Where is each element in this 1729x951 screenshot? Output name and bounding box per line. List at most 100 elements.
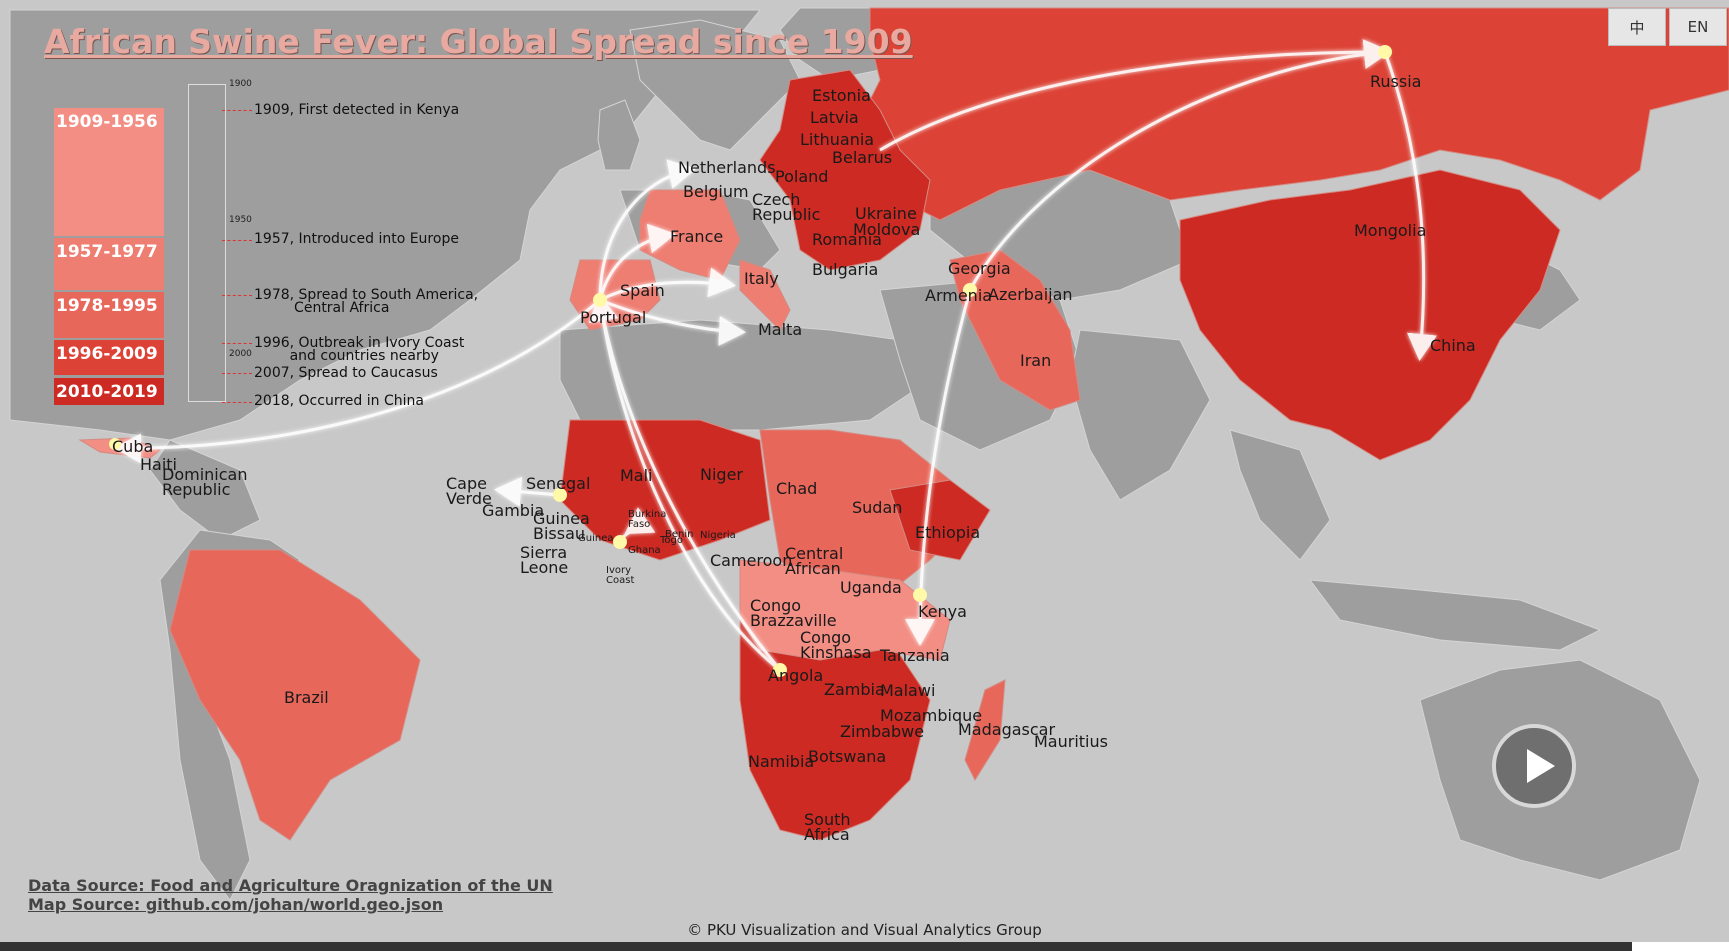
route-senegal-capeverde xyxy=(494,476,561,507)
caucasus-iran xyxy=(949,249,1081,411)
label-china: China xyxy=(1430,336,1476,355)
timeline-tick-2000: 2000 xyxy=(229,349,252,359)
page-title: African Swine Fever: Global Spread since… xyxy=(44,22,913,61)
hub-ivory-coast xyxy=(613,535,627,549)
label-central-african: Central African xyxy=(785,544,844,578)
event-marker-1957 xyxy=(222,240,252,241)
legend-period-2[interactable]: 1957-1977 xyxy=(54,238,164,290)
uk xyxy=(597,99,641,171)
data-source-link[interactable]: Data Source: Food and Agriculture Oragni… xyxy=(28,876,553,895)
hub-senegal xyxy=(553,488,567,502)
route-russia-china xyxy=(1383,51,1437,361)
english-language-button[interactable]: EN xyxy=(1669,8,1727,46)
label-guinea: Guinea xyxy=(578,533,614,544)
label-dominican-republic: Dominican Republic xyxy=(162,465,248,499)
event-marker-1909 xyxy=(222,110,252,111)
route-portugal-netherlands xyxy=(598,159,696,301)
label-guinea-bissau: Guinea Bissau xyxy=(533,509,590,543)
label-estonia: Estonia xyxy=(812,86,871,105)
central-east-africa xyxy=(759,429,961,601)
label-mali: Mali xyxy=(620,466,653,485)
label-sierra-leone: Sierra Leone xyxy=(520,543,569,577)
label-azerbaijan: Azerbaijan xyxy=(988,285,1073,304)
label-zimbabwe: Zimbabwe xyxy=(840,722,925,741)
hub-cuba xyxy=(109,438,121,450)
bottom-scrollbar[interactable] xyxy=(0,942,1632,951)
label-italy: Italy xyxy=(744,269,779,288)
label-sudan: Sudan xyxy=(852,498,903,517)
spread-hubs xyxy=(109,45,1392,677)
timeline-tick-1950: 1950 xyxy=(229,215,252,225)
label-armenia: Armenia xyxy=(925,286,993,305)
label-bulgaria: Bulgaria xyxy=(812,260,879,279)
chinese-language-button[interactable]: 中 xyxy=(1608,8,1666,46)
label-mauritius: Mauritius xyxy=(1034,732,1108,751)
timeline-event-1978: 1978, Spread to South America, Central A… xyxy=(254,287,479,316)
label-czech-republic: Czech Republic xyxy=(752,190,821,224)
label-senegal: Senegal xyxy=(526,474,591,493)
play-button[interactable] xyxy=(1492,724,1576,808)
label-mongolia: Mongolia xyxy=(1354,221,1427,240)
label-moldova: Moldova xyxy=(853,220,921,239)
route-portugal-cuba xyxy=(114,298,601,464)
label-poland: Poland xyxy=(775,167,829,186)
timeline-event-1957: 1957, Introduced into Europe xyxy=(254,231,459,247)
label-namibia: Namibia xyxy=(748,752,815,771)
label-romania: Romania xyxy=(812,230,882,249)
label-tanzania: Tanzania xyxy=(880,646,950,665)
label-lithuania: Lithuania xyxy=(800,130,875,149)
timeline-event-2018: 2018, Occurred in China xyxy=(254,393,424,409)
route-baltic-russia xyxy=(879,50,1386,152)
se-asia xyxy=(1229,429,1331,561)
label-congo-brazzaville: Congo Brazzaville xyxy=(750,596,837,630)
route-angola-portugal xyxy=(588,294,782,671)
label-ivory-coast: Ivory Coast xyxy=(606,565,635,586)
hub-russia xyxy=(1378,45,1392,59)
timeline-event-1909: 1909, First detected in Kenya xyxy=(254,102,460,118)
timeline-axis[interactable] xyxy=(188,84,226,402)
label-malta: Malta xyxy=(758,320,803,339)
label-uganda: Uganda xyxy=(840,578,902,597)
label-iran: Iran xyxy=(1020,351,1052,370)
legend-period-5[interactable]: 2010-2019 xyxy=(54,378,164,405)
label-togo: Togo xyxy=(660,535,683,546)
hub-angola xyxy=(773,663,787,677)
label-portugal: Portugal xyxy=(580,308,647,327)
label-botswana: Botswana xyxy=(808,747,887,766)
copyright-footer: © PKU Visualization and Visual Analytics… xyxy=(687,921,1042,939)
label-spain: Spain xyxy=(620,281,665,300)
baltic-eastern-europe xyxy=(759,69,931,271)
route-georgia-russia xyxy=(968,39,1391,291)
label-madagascar: Madagascar xyxy=(958,720,1056,739)
label-cameroon: Cameroon xyxy=(710,551,793,570)
label-ghana: Ghana xyxy=(628,545,661,556)
label-ethiopia: Ethiopia xyxy=(915,523,981,542)
label-latvia: Latvia xyxy=(810,108,859,127)
event-marker-1978 xyxy=(222,295,252,296)
label-brazil: Brazil xyxy=(284,688,329,707)
event-marker-2018 xyxy=(222,402,252,403)
label-belgium: Belgium xyxy=(683,182,749,201)
label-kenya: Kenya xyxy=(918,602,967,621)
label-cape-verde: Cape Verde xyxy=(446,474,492,508)
map-source-link[interactable]: Map Source: github.com/johan/world.geo.j… xyxy=(28,895,444,914)
label-burkina-faso: Burkina Faso xyxy=(628,509,667,530)
timeline-event-1996: 1996, Outbreak in Ivory Coast and countr… xyxy=(254,335,465,364)
hub-georgia xyxy=(963,283,977,297)
timeline-event-2007: 2007, Spread to Caucasus xyxy=(254,365,438,381)
label-belarus: Belarus xyxy=(832,148,893,167)
label-malawi: Malawi xyxy=(880,681,936,700)
madagascar-shape xyxy=(964,679,1006,782)
label-mozambique: Mozambique xyxy=(880,706,983,725)
label-niger: Niger xyxy=(700,465,743,484)
france-italy-block xyxy=(639,189,741,281)
scandinavia xyxy=(629,19,801,151)
legend-period-4[interactable]: 1996-2009 xyxy=(54,340,164,375)
legend-period-1[interactable]: 1909-1956 xyxy=(54,108,164,236)
route-portugal-malta xyxy=(599,298,746,346)
north-africa xyxy=(559,319,931,431)
label-russia: Russia xyxy=(1370,72,1422,91)
legend-period-3[interactable]: 1978-1995 xyxy=(54,292,164,338)
